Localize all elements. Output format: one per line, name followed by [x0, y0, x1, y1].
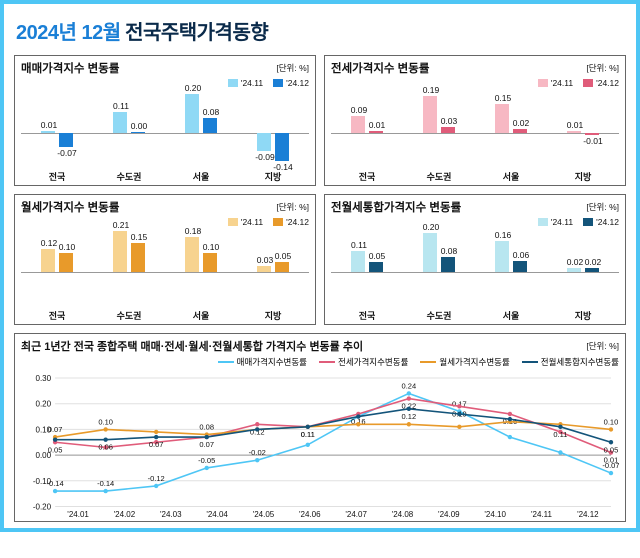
trend-legend-item: 전세가격지수변동률	[319, 356, 408, 368]
category-label: 지방	[551, 309, 614, 322]
panel-0: 매매가격지수 변동률 [단위: %] '24.11 '24.120.01-0.0…	[14, 55, 316, 186]
unit-label: [단위: %]	[586, 62, 619, 74]
panel-title: 전세가격지수 변동률	[331, 60, 429, 76]
svg-text:0.10: 0.10	[98, 417, 113, 426]
x-label: '24.09	[426, 510, 472, 519]
legend-curr: '24.12	[583, 78, 619, 88]
panel-title: 전월세통합가격지수 변동률	[331, 199, 461, 215]
panel-3: 전월세통합가격지수 변동률 [단위: %] '24.11 '24.120.110…	[324, 194, 626, 325]
svg-text:0.07: 0.07	[199, 440, 214, 449]
trend-title: 최근 1년간 전국 종합주택 매매·전세·월세·전월세통합 가격지수 변동률 추…	[21, 338, 363, 354]
svg-text:-0.02: -0.02	[249, 448, 266, 457]
svg-text:0.07: 0.07	[149, 440, 164, 449]
category-label: 지방	[241, 170, 304, 183]
x-label: '24.05	[240, 510, 286, 519]
category-label: 수도권	[407, 309, 470, 322]
main-title: 2024년 12월 전국주택가격동향	[16, 16, 626, 45]
x-label: '24.08	[379, 510, 425, 519]
panel-1: 전세가격지수 변동률 [단위: %] '24.11 '24.120.090.01…	[324, 55, 626, 186]
category-label: 수도권	[97, 309, 160, 322]
legend-prev: '24.11	[538, 78, 573, 88]
svg-text:-0.14: -0.14	[47, 479, 64, 488]
unit-label: [단위: %]	[586, 201, 619, 213]
svg-text:0.11: 0.11	[301, 430, 315, 439]
category-label: 서울	[479, 309, 542, 322]
svg-text:-0.12: -0.12	[148, 474, 165, 483]
legend-curr: '24.12	[273, 217, 309, 227]
category-label: 수도권	[407, 170, 470, 183]
panel-title: 월세가격지수 변동률	[21, 199, 119, 215]
category-label: 수도권	[97, 170, 160, 183]
x-label: '24.10	[472, 510, 518, 519]
category-label: 전국	[335, 309, 398, 322]
category-label: 서울	[169, 309, 232, 322]
category-label: 전국	[25, 309, 88, 322]
panel-title: 매매가격지수 변동률	[21, 60, 119, 76]
svg-text:0.30: 0.30	[35, 374, 51, 383]
category-label: 서울	[479, 170, 542, 183]
trend-legend-item: 전월세통합지수변동률	[522, 356, 619, 368]
legend-prev: '24.11	[228, 217, 263, 227]
trend-svg: -0.20-0.100.000.100.200.30-0.14-0.14-0.1…	[21, 370, 619, 510]
svg-text:-0.20: -0.20	[33, 502, 52, 510]
svg-text:0.10: 0.10	[604, 417, 619, 426]
x-label: '24.06	[287, 510, 333, 519]
x-label: '24.02	[101, 510, 147, 519]
panel-2: 월세가격지수 변동률 [단위: %] '24.11 '24.120.120.10…	[14, 194, 316, 325]
legend-curr: '24.12	[273, 78, 309, 88]
svg-text:0.24: 0.24	[402, 381, 417, 390]
unit-label: [단위: %]	[276, 201, 309, 213]
svg-text:0.06: 0.06	[98, 443, 113, 452]
category-label: 전국	[25, 170, 88, 183]
svg-text:0.01: 0.01	[604, 456, 619, 465]
dashboard-frame: 2024년 12월 전국주택가격동향 매매가격지수 변동률 [단위: %] '2…	[0, 0, 640, 532]
trend-legend-item: 월세가격지수변동률	[420, 356, 509, 368]
legend-prev: '24.11	[228, 78, 263, 88]
trend-legend-item: 매매가격지수변동률	[218, 356, 307, 368]
legend-curr: '24.12	[583, 217, 619, 227]
category-label: 전국	[335, 170, 398, 183]
title-year: 2024년 12월	[16, 22, 121, 44]
category-label: 서울	[169, 170, 232, 183]
svg-text:0.05: 0.05	[604, 445, 619, 454]
x-label: '24.12	[565, 510, 611, 519]
svg-text:0.11: 0.11	[553, 430, 567, 439]
x-label: '24.01	[55, 510, 101, 519]
svg-text:0.08: 0.08	[199, 423, 214, 432]
unit-label: [단위: %]	[586, 340, 619, 352]
title-text: 전국주택가격동향	[125, 22, 268, 44]
category-label: 지방	[551, 170, 614, 183]
trend-panel: 최근 1년간 전국 종합주택 매매·전세·월세·전월세통합 가격지수 변동률 추…	[14, 333, 626, 522]
x-label: '24.11	[518, 510, 564, 519]
x-label: '24.04	[194, 510, 240, 519]
svg-text:0.07: 0.07	[48, 425, 63, 434]
svg-text:-0.14: -0.14	[97, 479, 114, 488]
svg-text:-0.05: -0.05	[198, 456, 215, 465]
svg-text:0.20: 0.20	[35, 400, 51, 409]
unit-label: [단위: %]	[276, 62, 309, 74]
category-label: 지방	[241, 309, 304, 322]
panels-grid: 매매가격지수 변동률 [단위: %] '24.11 '24.12 0.01 -0.0…	[14, 55, 626, 522]
svg-text:0.05: 0.05	[48, 445, 63, 454]
legend-prev: '24.11	[538, 217, 573, 227]
x-label: '24.07	[333, 510, 379, 519]
x-label: '24.03	[148, 510, 194, 519]
svg-text:0.12: 0.12	[402, 412, 417, 421]
